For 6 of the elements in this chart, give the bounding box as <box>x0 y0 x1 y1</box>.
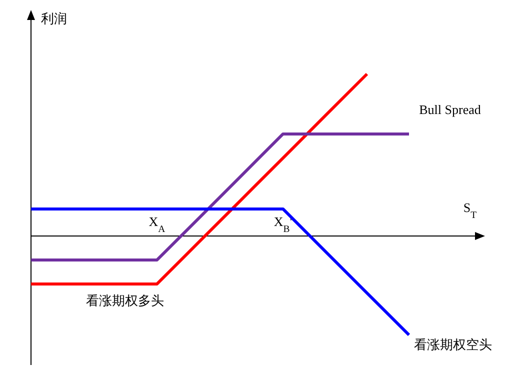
series-name: Bull Spread <box>419 102 481 117</box>
series-name: 看涨期权空头 <box>414 336 492 352</box>
tick: X$_{A}$ <box>148 214 166 234</box>
ylabel: 利润 <box>41 11 67 26</box>
series-name: 看涨期权多头 <box>86 292 164 308</box>
xlabel: S$_{T}$ <box>463 200 477 220</box>
